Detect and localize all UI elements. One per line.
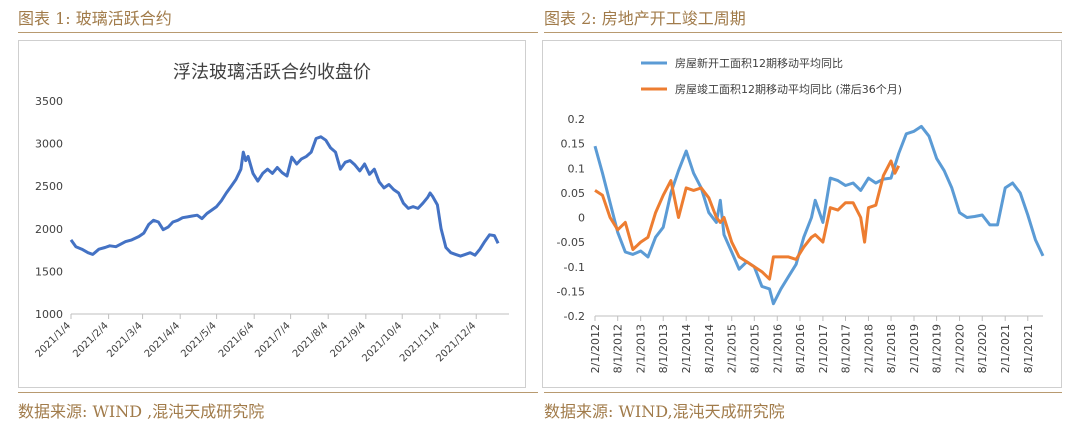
x-tick-label: 2021/8/4 [291,320,331,360]
y-tick-label: 2000 [35,223,63,236]
glass-price-series-line [69,135,500,258]
x-tick-label: 2021/1/4 [34,320,74,360]
x-tick-label: 2021/5/4 [179,320,219,360]
x-tick-label: 2/1/2020 [954,324,967,373]
y-tick-label: 0 [578,212,585,225]
x-tick-label: 8/1/2019 [931,324,944,373]
x-tick-label: 8/1/2021 [1022,324,1035,373]
y-tick-label: -0.15 [557,285,585,298]
y-tick-label: 0.05 [561,187,586,200]
x-tick-label: 8/1/2015 [748,324,761,373]
glass-price-chart-panel: 浮法玻璃活跃合约收盘价 1000 1500 2000 2500 3000 3500 2021/… [18,40,526,388]
left-source-note: 数据来源: WIND ,混沌天成研究院 [18,402,265,421]
y-tick-label: 1000 [35,308,63,321]
x-tick-label: 8/1/2012 [612,324,625,373]
x-tick-label: 2/1/2016 [771,324,784,373]
y-tick-label: 0.2 [568,113,586,126]
x-tick-label: 8/1/2020 [976,324,989,373]
right-source-note: 数据来源: WIND,混沌天成研究院 [544,402,785,421]
legend-label-new-starts: 房屋新开工面积12期移动平均同比 [675,56,843,70]
y-tick-label: 2500 [35,180,63,193]
x-tick-label: 2/1/2014 [680,324,693,373]
x-tick-label: 2/1/2012 [589,324,602,373]
x-tick-label: 8/1/2016 [794,324,807,373]
x-tick-label: 8/1/2018 [885,324,898,373]
y-tick-label: -0.1 [564,261,585,274]
y-tick-label: 3500 [35,95,63,108]
glass-price-chart: 浮法玻璃活跃合约收盘价 1000 1500 2000 2500 3000 3500 2021/… [34,62,509,364]
y-tick-label: -0.05 [557,236,585,249]
chart-title: 浮法玻璃活跃合约收盘价 [173,62,371,83]
y-tick-label: 0.15 [561,138,586,151]
y-tick-label: 3000 [35,138,63,151]
x-tick-label: 2021/7/4 [253,320,293,360]
x-tick-label: 2021/2/4 [71,320,111,360]
x-tick-label: 2/1/2019 [908,324,921,373]
right-source-rule [544,392,1062,393]
x-tick-label: 2021/3/4 [105,320,145,360]
left-chart-caption: 图表 1: 玻璃活跃合约 [18,9,172,28]
legend-label-completions: 房屋竣工面积12期移动平均同比 (滞后36个月) [675,82,902,96]
x-tick-label: 2/1/2015 [726,324,739,373]
x-tick-label: 2/1/2021 [999,324,1012,373]
y-tick-label: 0.1 [568,162,586,175]
right-chart-caption: 图表 2: 房地产开工竣工周期 [544,9,746,28]
x-tick-label: 8/1/2014 [703,324,716,373]
left-source-rule [18,392,538,393]
series-line-new-starts [593,124,1045,306]
x-tick-label: 2021/6/4 [217,320,257,360]
x-tick-label: 8/1/2013 [657,324,670,373]
x-tick-label: 2/1/2018 [862,324,875,373]
y-tick-label: 1500 [35,265,63,278]
real-estate-cycle-chart-panel: 房屋新开工面积12期移动平均同比房屋竣工面积12期移动平均同比 (滞后36个月)… [542,40,1062,388]
x-tick-label: 2/1/2013 [635,324,648,373]
x-tick-label: 2021/4/4 [143,320,183,360]
x-tick-label: 2/1/2017 [817,324,830,373]
left-caption-rule [18,32,538,33]
right-caption-rule [544,32,1062,33]
x-tick-label: 8/1/2017 [840,324,853,373]
y-tick-label: -0.2 [564,310,585,323]
x-tick-label: 2021/12/4 [434,320,478,364]
series-line-completions [594,159,901,281]
